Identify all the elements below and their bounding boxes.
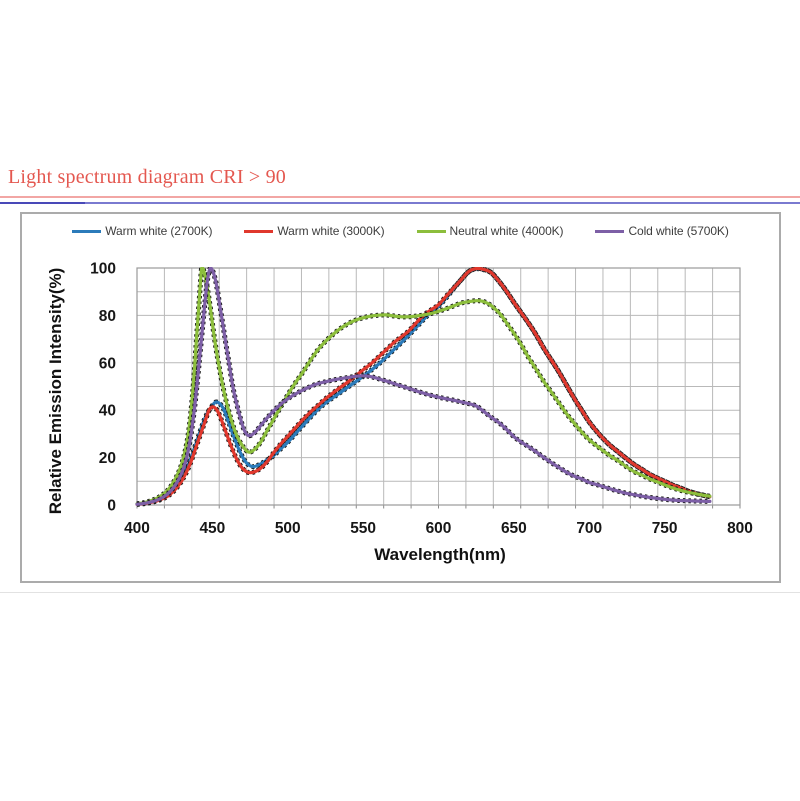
legend-item-warm-white-2700k: Warm white (2700K) [72, 224, 212, 238]
legend-line-swatch-blue [72, 229, 102, 233]
legend-item-warm-white-3000k: Warm white (3000K) [244, 224, 385, 238]
legend-item-cold-white-5700k: Cold white (5700K) [595, 224, 729, 238]
legend-label: Warm white (2700K) [105, 224, 213, 238]
legend-line-swatch-green [416, 229, 446, 233]
x-axis-title: Wavelength(nm) [374, 545, 506, 564]
svg-text:700: 700 [576, 520, 602, 537]
legend-label: Warm white (3000K) [277, 224, 385, 238]
svg-text:600: 600 [426, 520, 452, 537]
svg-text:40: 40 [99, 403, 116, 420]
divider-line-pink [0, 196, 800, 198]
svg-text:550: 550 [350, 520, 376, 537]
svg-text:80: 80 [99, 308, 116, 325]
legend-line-swatch-purple [595, 229, 625, 233]
chart-container: Warm white (2700K) Warm white (3000K) Ne… [20, 212, 781, 583]
svg-text:400: 400 [124, 520, 150, 537]
legend-label: Neutral white (4000K) [449, 224, 564, 238]
svg-text:650: 650 [501, 520, 527, 537]
bottom-divider-line [0, 592, 800, 593]
divider-line-blue [0, 202, 800, 204]
svg-text:60: 60 [99, 355, 116, 372]
svg-text:800: 800 [727, 520, 753, 537]
spectrum-plot: 400 450 500 550 600 650 700 750 800 0 20 40 60 80 100 [90, 261, 753, 538]
svg-text:100: 100 [90, 261, 116, 278]
legend-item-neutral-white-4000k: Neutral white (4000K) [416, 224, 564, 238]
page-title: Light spectrum diagram CRI > 90 [8, 166, 286, 188]
y-axis-title: Relative Emission Intensity(%) [46, 267, 65, 515]
svg-text:750: 750 [652, 520, 678, 537]
divider-line-blue-dark-segment [0, 202, 85, 204]
legend-line-swatch-red [244, 229, 274, 233]
svg-text:450: 450 [199, 520, 225, 537]
svg-text:500: 500 [275, 520, 301, 537]
svg-text:0: 0 [107, 498, 116, 515]
svg-text:20: 20 [99, 450, 116, 467]
chart-legend: Warm white (2700K) Warm white (3000K) Ne… [22, 224, 779, 238]
legend-label: Cold white (5700K) [628, 224, 729, 238]
